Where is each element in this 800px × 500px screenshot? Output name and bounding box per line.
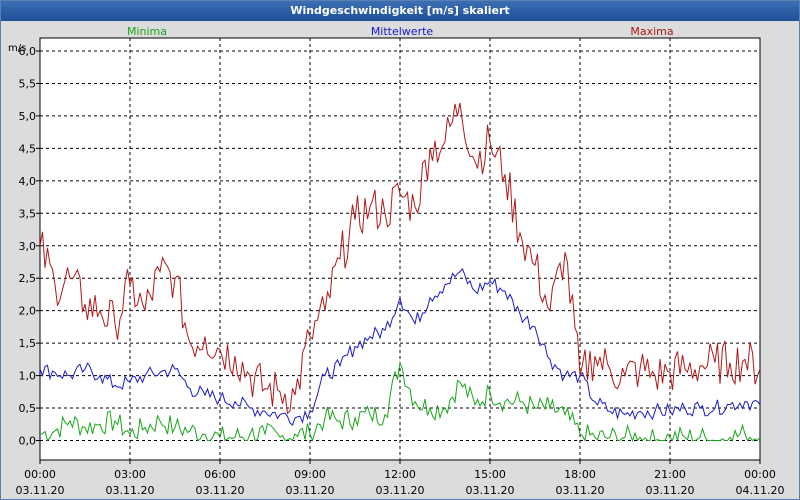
grid-lines bbox=[40, 38, 760, 460]
x-tick-time: 21:00 bbox=[654, 468, 686, 481]
y-tick-label: 6,0 bbox=[19, 45, 37, 58]
x-tick-time: 00:00 bbox=[744, 468, 776, 481]
x-tick-date: 03.11.20 bbox=[196, 484, 245, 497]
y-tick-label: 1,5 bbox=[19, 337, 37, 350]
x-tick-date: 03.11.20 bbox=[466, 484, 515, 497]
y-tick-label: 5,5 bbox=[19, 77, 37, 90]
x-tick-time: 03:00 bbox=[114, 468, 146, 481]
legend: Minima Mittelwerte Maxima bbox=[127, 25, 674, 38]
y-tick-label: 2,0 bbox=[19, 305, 37, 318]
legend-mittelwerte: Mittelwerte bbox=[371, 25, 434, 38]
x-tick-date: 03.11.20 bbox=[376, 484, 425, 497]
x-tick-time: 09:00 bbox=[294, 468, 326, 481]
y-tick-label: 1,0 bbox=[19, 370, 37, 383]
x-tick-time: 15:00 bbox=[474, 468, 506, 481]
x-axis: 00:00 03.11.20 03:00 03.11.20 06:00 03.11.20 0… bbox=[16, 460, 785, 497]
series-line-mittelwerte bbox=[39, 267, 761, 426]
legend-maxima: Maxima bbox=[630, 25, 673, 38]
x-tick-time: 00:00 bbox=[24, 468, 56, 481]
series-lines bbox=[39, 102, 761, 443]
y-tick-label: 2,5 bbox=[19, 272, 37, 285]
y-axis-label: m/s bbox=[8, 43, 26, 54]
y-tick-label: 4,0 bbox=[19, 175, 37, 188]
x-tick-date: 03.11.20 bbox=[556, 484, 605, 497]
chart-title: Windgeschwindigkeit [m/s] skaliert bbox=[1, 1, 799, 21]
series-line-maxima bbox=[39, 102, 761, 415]
x-tick-time: 12:00 bbox=[384, 468, 416, 481]
x-tick-date: 04.11.20 bbox=[736, 484, 785, 497]
series-line-minima bbox=[39, 360, 761, 443]
y-tick-label: 4,5 bbox=[19, 142, 37, 155]
y-axis: m/s 0,0 0,5 1,0 1,5 2,0 2,5 3,0 3,5 4,0 4,5 5,0 5,5… bbox=[8, 43, 40, 448]
x-tick-time: 06:00 bbox=[204, 468, 236, 481]
y-tick-label: 3,5 bbox=[19, 207, 37, 220]
x-tick-date: 03.11.20 bbox=[16, 484, 65, 497]
y-tick-label: 3,0 bbox=[19, 240, 37, 253]
y-tick-label: 0,5 bbox=[19, 402, 37, 415]
x-tick-date: 03.11.20 bbox=[106, 484, 155, 497]
x-tick-time: 18:00 bbox=[564, 468, 596, 481]
y-tick-label: 5,0 bbox=[19, 110, 37, 123]
y-tick-label: 0,0 bbox=[19, 435, 37, 448]
legend-minima: Minima bbox=[127, 25, 167, 38]
x-tick-date: 03.11.20 bbox=[286, 484, 335, 497]
x-tick-date: 03.11.20 bbox=[646, 484, 695, 497]
